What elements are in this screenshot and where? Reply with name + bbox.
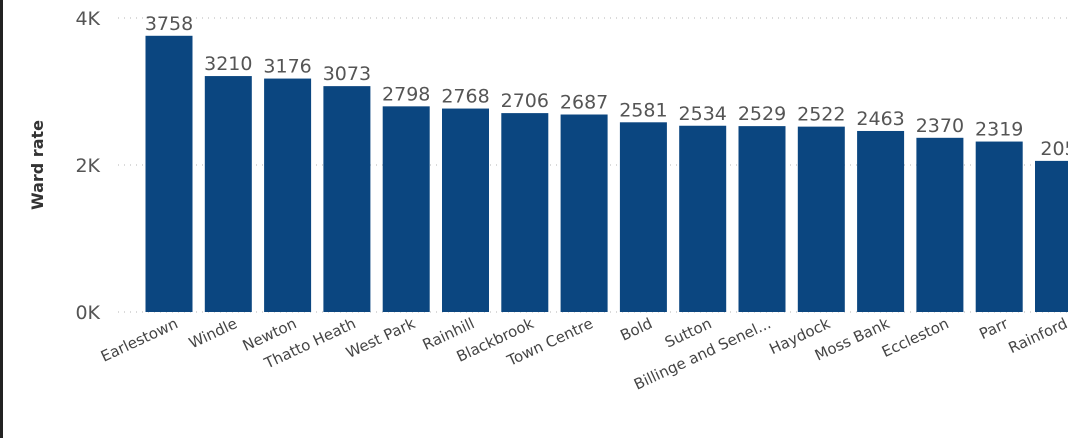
data-label-7: 2687 <box>560 92 608 114</box>
data-label-8: 2581 <box>619 99 667 121</box>
bar-14 <box>975 141 1023 312</box>
data-label-10: 2529 <box>738 103 786 125</box>
y-tick-label-2: 4K <box>75 8 100 30</box>
x-tick-label-4: West Park <box>343 314 418 362</box>
x-tick-label-0: Earlestown <box>98 314 181 365</box>
data-label-3: 3073 <box>323 63 371 85</box>
bar-12 <box>857 130 905 312</box>
bar-8 <box>619 122 667 312</box>
data-label-11: 2522 <box>797 104 845 126</box>
x-tick-label-15: Rainford <box>1006 314 1068 357</box>
bar-1 <box>204 76 252 312</box>
bar-2 <box>264 78 312 313</box>
y-tick-label-1: 2K <box>75 155 100 177</box>
bars <box>145 35 1068 313</box>
data-label-0: 3758 <box>145 13 193 35</box>
data-label-15: 205 <box>1040 138 1068 160</box>
y-axis-ticks: 0K 2K 4K <box>75 8 100 324</box>
x-tick-label-8: Bold <box>617 314 655 344</box>
bar-15 <box>1035 160 1068 312</box>
bar-7 <box>560 114 608 313</box>
x-tick-label-14: Parr <box>976 314 1011 343</box>
bar-6 <box>501 113 549 312</box>
bar-9 <box>679 125 727 312</box>
x-tick-label-13: Eccleston <box>879 314 952 361</box>
data-label-4: 2798 <box>382 83 430 105</box>
data-label-12: 2463 <box>856 108 904 130</box>
bar-11 <box>797 126 845 313</box>
data-label-9: 2534 <box>679 103 727 125</box>
bar-13 <box>916 137 964 312</box>
data-label-2: 3176 <box>263 56 311 78</box>
y-axis-label: Ward rate <box>28 120 47 210</box>
data-label-6: 2706 <box>501 90 549 112</box>
y-tick-label-0: 0K <box>75 302 100 324</box>
bar-10 <box>738 126 786 312</box>
bar-0 <box>145 35 193 313</box>
bar-4 <box>382 106 430 312</box>
x-tick-label-1: Windle <box>186 314 240 352</box>
frame-border <box>0 0 3 438</box>
bar-3 <box>323 86 371 313</box>
data-label-14: 2319 <box>975 119 1023 141</box>
data-label-5: 2768 <box>441 86 489 108</box>
bar-5 <box>442 108 489 312</box>
data-label-1: 3210 <box>204 53 252 75</box>
data-label-13: 2370 <box>916 115 964 137</box>
data-labels: 3758 3210 3176 3073 2798 2768 2706 2687 2581 2534… <box>145 13 1068 160</box>
